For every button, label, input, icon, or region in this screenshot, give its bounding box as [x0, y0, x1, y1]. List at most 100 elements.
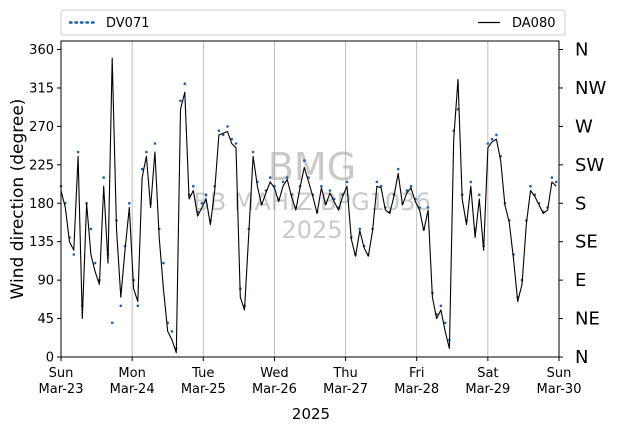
compass-label: SW: [575, 155, 604, 176]
legend-box: [60, 9, 566, 36]
point-dv071: [217, 129, 221, 132]
point-dv071: [345, 180, 349, 184]
point-dv071: [93, 261, 97, 265]
legend: DV071 DA080: [60, 9, 566, 36]
point-dv071: [140, 167, 144, 171]
point-dv071: [303, 159, 306, 162]
point-dv071: [110, 321, 114, 325]
compass-label: NE: [575, 309, 600, 330]
compass-label: N: [575, 40, 588, 61]
point-dv071: [170, 330, 174, 333]
point-dv071: [230, 137, 233, 141]
compass-label: W: [575, 116, 593, 137]
y-tick-label: 45: [37, 312, 54, 327]
x-axis-ticks: SunMar-23MonMar-24TueMar-25WedMar-26ThuM…: [39, 357, 582, 397]
y-tick-label: 360: [29, 43, 54, 58]
x-tick-day: Thu: [332, 366, 357, 381]
x-tick-date: Mar-25: [181, 382, 226, 397]
point-dv071: [72, 253, 76, 256]
x-tick-date: Mar-28: [394, 382, 439, 397]
compass-label: N: [575, 347, 588, 368]
series-da080: [60, 57, 557, 354]
legend-label-da080: DA080: [512, 16, 556, 31]
point-dv071: [119, 304, 123, 308]
point-dv071: [179, 99, 182, 103]
x-tick-date: Mar-26: [252, 382, 297, 397]
point-dv071: [204, 193, 208, 196]
point-dv071: [192, 184, 195, 188]
point-dv071: [405, 189, 409, 192]
y-tick-label: 135: [29, 235, 54, 250]
x-tick-date: Mar-30: [537, 382, 582, 397]
point-dv071: [443, 321, 447, 325]
point-dv071: [153, 142, 157, 145]
x-tick-date: Mar-27: [323, 382, 368, 397]
x-tick-date: Mar-29: [465, 382, 510, 397]
y-tick-label: 315: [29, 81, 54, 96]
point-dv071: [285, 176, 289, 179]
point-dv071: [529, 184, 532, 188]
y-axis-label: Wind direction (degree): [8, 99, 28, 300]
y-tick-label: 180: [29, 197, 54, 212]
x-tick-day: Fri: [409, 366, 425, 381]
point-dv071: [234, 142, 238, 145]
point-dv071: [358, 227, 362, 231]
x-tick-day: Sun: [49, 366, 74, 381]
point-dv071: [409, 184, 413, 188]
x-tick-date: Mar-24: [110, 382, 155, 397]
plot-frame: [60, 40, 560, 358]
point-dv071: [486, 142, 490, 145]
point-dv071: [183, 82, 187, 85]
point-dv071: [490, 137, 494, 141]
point-dv071: [379, 184, 383, 188]
point-dv071: [396, 167, 400, 171]
point-dv071: [469, 180, 473, 184]
point-dv071: [102, 176, 105, 179]
point-dv071: [328, 189, 332, 192]
point-dv071: [281, 180, 285, 184]
y-axis-ticks: 0 45 90 135 180 225 270 315 360: [29, 43, 61, 366]
watermark: BMG BB MAHIZ BPG1036 2025: [193, 145, 431, 244]
point-dv071: [554, 180, 558, 184]
y-tick-label: 90: [37, 274, 54, 289]
y-tick-label: 270: [29, 120, 54, 135]
point-dv071: [89, 227, 93, 231]
point-dv071: [128, 202, 131, 205]
point-dv071: [478, 193, 481, 196]
point-dv071: [495, 133, 498, 137]
x-tick-day: Wed: [260, 366, 288, 381]
y-tick-label: 0: [46, 351, 54, 366]
line-da080: [60, 57, 557, 354]
x-tick-day: Mon: [118, 366, 145, 381]
point-dv071: [226, 125, 229, 128]
compass-label: NW: [575, 78, 606, 99]
point-dv071: [162, 261, 165, 265]
x-tick-day: Tue: [191, 366, 214, 381]
point-dv071: [375, 180, 379, 184]
compass-label: S: [575, 193, 586, 214]
x-tick-date: Mar-23: [39, 382, 84, 397]
point-dv071: [268, 176, 272, 179]
point-dv071: [439, 304, 443, 308]
point-dv071: [200, 202, 204, 205]
y-tick-label: 225: [29, 158, 54, 173]
compass-labels: N NE E SE S SW W NW N: [559, 40, 606, 368]
watermark-line-3: 2025: [281, 216, 342, 244]
point-dv071: [136, 304, 140, 308]
point-dv071: [145, 150, 148, 154]
point-dv071: [320, 184, 323, 188]
compass-label: E: [575, 270, 586, 291]
legend-label-dv071: DV071: [106, 16, 150, 31]
watermark-line-1: BMG: [268, 145, 356, 189]
point-dv071: [76, 150, 80, 154]
x-tick-day: Sun: [547, 366, 572, 381]
x-tick-day: Sat: [477, 366, 498, 381]
point-dv071: [221, 133, 225, 137]
point-dv071: [426, 206, 430, 209]
point-dv071: [550, 176, 554, 179]
compass-label: SE: [575, 232, 598, 253]
vertical-gridlines: [131, 41, 489, 357]
point-dv071: [251, 150, 255, 154]
x-axis-label: 2025: [292, 405, 330, 423]
